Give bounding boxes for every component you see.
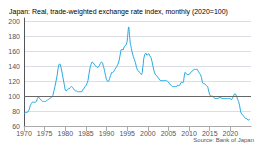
svg-text:2000: 2000 [140, 130, 156, 137]
svg-text:2010: 2010 [181, 130, 197, 137]
svg-text:180: 180 [8, 33, 20, 40]
svg-text:1995: 1995 [119, 130, 135, 137]
svg-text:100: 100 [8, 93, 20, 100]
svg-text:1970: 1970 [16, 130, 32, 137]
svg-text:Japan: Real, trade-weighted ex: Japan: Real, trade-weighted exchange rat… [9, 8, 228, 16]
svg-text:120: 120 [8, 78, 20, 85]
svg-text:2005: 2005 [161, 130, 177, 137]
svg-text:1975: 1975 [37, 130, 53, 137]
svg-text:1990: 1990 [99, 130, 115, 137]
svg-text:1985: 1985 [78, 130, 94, 137]
svg-text:60: 60 [12, 123, 20, 130]
svg-text:2020: 2020 [223, 130, 239, 137]
svg-text:140: 140 [8, 63, 20, 70]
svg-text:160: 160 [8, 48, 20, 55]
svg-text:2015: 2015 [202, 130, 218, 137]
svg-text:1980: 1980 [57, 130, 73, 137]
svg-text:Source: Bank of Japan: Source: Bank of Japan [193, 137, 254, 143]
svg-text:80: 80 [12, 108, 20, 115]
svg-text:200: 200 [8, 18, 20, 25]
